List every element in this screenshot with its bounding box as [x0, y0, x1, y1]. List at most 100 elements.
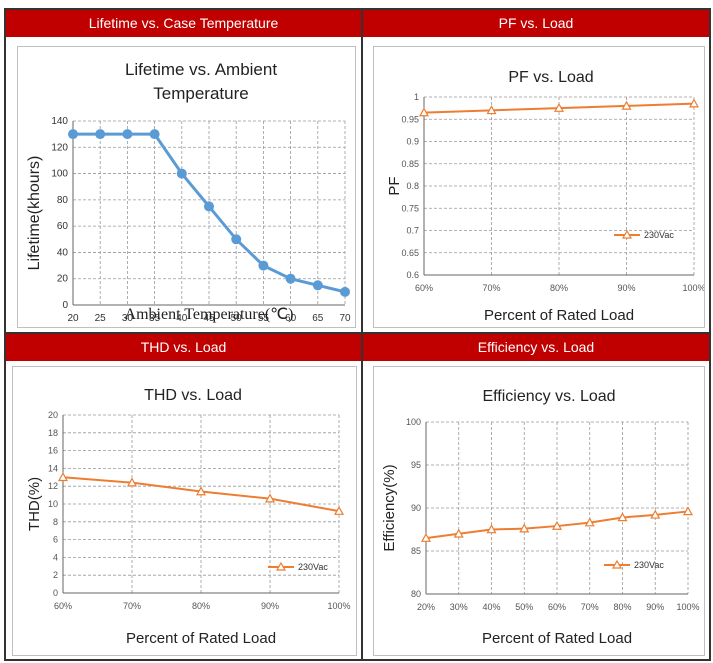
y-tick-label: 100	[51, 169, 68, 180]
x-tick-label: 100%	[327, 601, 350, 611]
chart-title: Efficiency vs. Load	[482, 388, 615, 405]
data-point	[453, 528, 464, 538]
x-tick-label: 100%	[676, 602, 699, 612]
y-tick-label: 90	[411, 503, 421, 513]
x-tick-label: 70%	[581, 602, 599, 612]
data-point	[264, 493, 276, 503]
x-tick-label: 60	[285, 313, 297, 324]
x-tick-label: 90%	[617, 283, 635, 293]
y-tick-label: 60	[57, 221, 69, 232]
data-point	[204, 201, 214, 212]
x-tick-label: 70%	[123, 601, 141, 611]
panel-thd: THD vs. Load THD vs. Load 0 2 4 6 8 10 12 14 16 18…	[5, 333, 362, 660]
x-tick-label: 80%	[613, 602, 631, 612]
x-axis-label: Percent of Rated Load	[126, 630, 276, 647]
y-tick-label: 120	[51, 142, 68, 153]
y-tick-label: 6	[53, 535, 58, 545]
data-point	[68, 129, 78, 140]
panel-pf: PF vs. Load PF vs. Load 0.6 0.65 0.7 0.75 0.8…	[362, 9, 710, 333]
data-point	[519, 523, 530, 533]
panel-lifetime: Lifetime vs. Case Temperature Lifetime v…	[5, 9, 362, 333]
x-tick-label: 20%	[417, 602, 435, 612]
data-point	[418, 107, 430, 117]
y-tick-label: 0.85	[401, 159, 419, 169]
x-axis-label: Percent of Rated Load	[484, 307, 634, 324]
chart-frame: PF vs. Load 0.6 0.65 0.7 0.75 0.8 0.85 0.9 0.95 1…	[373, 46, 706, 328]
y-axis-label: Lifetime(khours)	[26, 156, 43, 271]
y-tick-label: 1	[414, 92, 419, 102]
x-tick-label: 35	[149, 313, 161, 324]
x-tick-label: 65	[312, 313, 324, 324]
y-tick-label: 16	[48, 446, 58, 456]
data-point	[176, 168, 187, 179]
data-point	[258, 260, 269, 271]
x-tick-label: 80%	[550, 283, 568, 293]
y-tick-label: 4	[53, 552, 58, 562]
y-tick-label: 0	[53, 588, 58, 598]
x-tick-label: 40%	[482, 602, 500, 612]
data-point	[621, 100, 632, 110]
y-tick-label: 100	[406, 417, 421, 427]
x-tick-label: 25	[95, 313, 107, 324]
x-tick-label: 70%	[482, 283, 500, 293]
data-point	[285, 273, 296, 284]
y-tick-label: 0.6	[406, 270, 419, 280]
x-tick-label: 70	[339, 313, 351, 324]
x-tick-label: 50	[231, 313, 243, 324]
data-point	[420, 532, 432, 542]
y-tick-label: 95	[411, 460, 421, 470]
y-tick-label: 40	[57, 247, 69, 258]
data-point	[231, 234, 242, 245]
data-point	[486, 105, 497, 115]
y-tick-label: 85	[411, 546, 421, 556]
data-point	[95, 129, 106, 140]
y-axis-label: THD(%)	[26, 477, 43, 531]
panel-header: Lifetime vs. Case Temperature	[6, 10, 361, 37]
chart-frame: Efficiency vs. Load 80 85 90 95 100 20% 30% 40% 5…	[373, 366, 705, 656]
y-tick-label: 20	[48, 410, 58, 420]
x-tick-label: 30%	[450, 602, 468, 612]
panel-header: PF vs. Load	[363, 10, 709, 37]
lifetime-chart: Lifetime vs. Ambient Temperature 0 20 40 60 80…	[26, 60, 351, 324]
data-point	[551, 520, 563, 530]
y-tick-label: 8	[53, 517, 58, 527]
data-point	[333, 505, 345, 515]
chart-frame: Lifetime vs. Ambient Temperature 0 20 40 60 80…	[17, 46, 356, 328]
legend-marker	[611, 559, 623, 569]
x-tick-label: 55	[258, 313, 270, 324]
y-tick-label: 2	[53, 570, 58, 580]
y-tick-label: 0	[62, 300, 68, 311]
chart-title: Temperature	[153, 84, 248, 103]
y-tick-label: 20	[57, 274, 69, 285]
x-tick-label: 90%	[646, 602, 664, 612]
x-tick-label: 60%	[548, 602, 566, 612]
chart-title: Lifetime vs. Ambient	[125, 60, 277, 79]
data-point	[584, 517, 595, 527]
panel-efficiency: Efficiency vs. Load Efficiency vs. Load 8…	[362, 333, 710, 660]
y-tick-label: 80	[57, 195, 69, 206]
x-tick-label: 90%	[261, 601, 279, 611]
y-tick-label: 80	[411, 589, 421, 599]
y-tick-label: 12	[48, 481, 58, 491]
x-tick-label: 60%	[415, 283, 433, 293]
legend-label: 230Vac	[298, 562, 328, 572]
y-tick-label: 10	[48, 499, 58, 509]
y-tick-label: 18	[48, 428, 58, 438]
legend-label: 230Vac	[634, 560, 664, 570]
x-tick-label: 50%	[515, 602, 533, 612]
x-axis-label: Percent of Rated Load	[482, 630, 632, 647]
panel-header: Efficiency vs. Load	[363, 334, 709, 361]
data-point	[195, 486, 207, 496]
chart-grid: Lifetime vs. Case Temperature Lifetime v…	[4, 8, 711, 661]
data-point	[312, 280, 323, 291]
chart-title: PF vs. Load	[508, 69, 593, 86]
data-point	[122, 129, 133, 140]
y-tick-label: 0.95	[401, 114, 419, 124]
data-point	[682, 506, 694, 516]
panel-header: THD vs. Load	[6, 334, 361, 361]
y-tick-label: 14	[48, 463, 58, 473]
legend-label: 230Vac	[644, 230, 674, 240]
efficiency-chart: Efficiency vs. Load 80 85 90 95 100 20% 30% 40% 5…	[381, 388, 700, 647]
legend-marker	[621, 229, 633, 239]
y-axis-label: PF	[386, 176, 403, 195]
